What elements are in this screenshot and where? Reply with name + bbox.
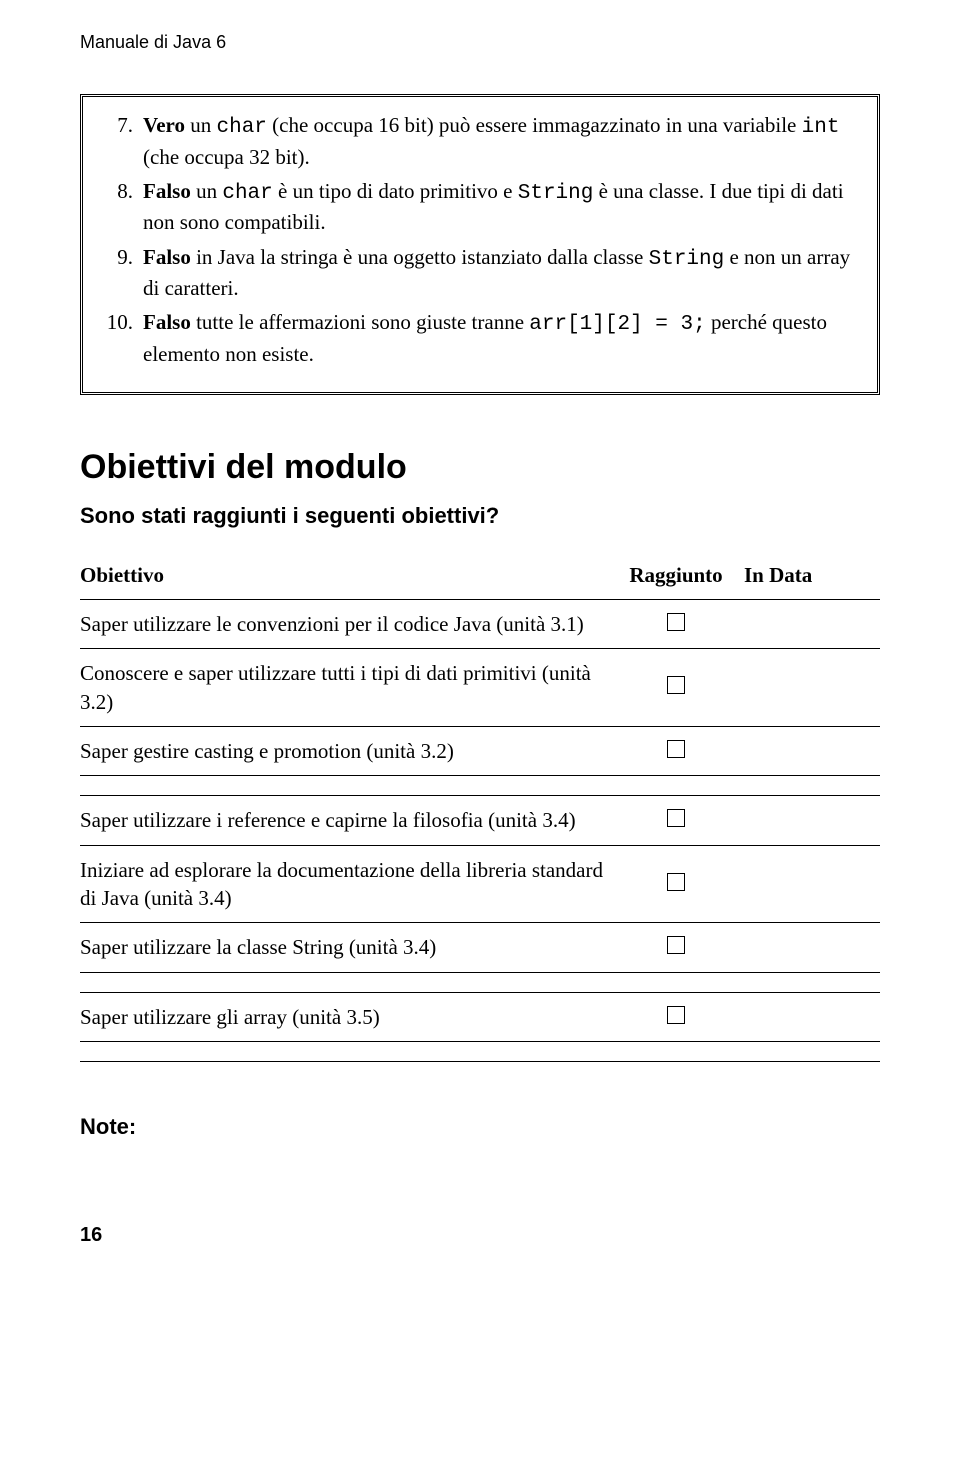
- table-row: Saper utilizzare le convenzioni per il c…: [80, 599, 880, 648]
- answers-box: 7.Vero un char (che occupa 16 bit) può e…: [80, 94, 880, 395]
- in-data-cell: [744, 599, 880, 648]
- in-data-cell: [744, 649, 880, 727]
- objective-cell: Conoscere e saper utilizzare tutti i tip…: [80, 649, 608, 727]
- raggiunto-cell: [608, 649, 744, 727]
- objective-cell: Saper utilizzare gli array (unità 3.5): [80, 992, 608, 1041]
- answer-text: Vero un char (che occupa 16 bit) può ess…: [143, 111, 855, 171]
- answer-item: 9.Falso in Java la stringa è una oggetto…: [105, 243, 855, 303]
- answer-item: 7.Vero un char (che occupa 16 bit) può e…: [105, 111, 855, 171]
- checkbox-icon[interactable]: [667, 1006, 685, 1024]
- table-gap-row: [80, 776, 880, 796]
- in-data-cell: [744, 796, 880, 845]
- answer-text: Falso un char è un tipo di dato primitiv…: [143, 177, 855, 237]
- table-row: Saper gestire casting e promotion (unità…: [80, 727, 880, 776]
- table-row: Conoscere e saper utilizzare tutti i tip…: [80, 649, 880, 727]
- section-title: Obiettivi del modulo: [80, 445, 880, 491]
- raggiunto-cell: [608, 923, 744, 972]
- header-in-data: In Data: [744, 561, 880, 600]
- table-row: Saper utilizzare gli array (unità 3.5): [80, 992, 880, 1041]
- answers-list: 7.Vero un char (che occupa 16 bit) può e…: [105, 111, 855, 368]
- section-subtitle: Sono stati raggiunti i seguenti obiettiv…: [80, 501, 880, 531]
- objective-cell: Saper utilizzare i reference e capirne l…: [80, 796, 608, 845]
- objective-cell: Saper utilizzare le convenzioni per il c…: [80, 599, 608, 648]
- objective-cell: Iniziare ad esplorare la documentazione …: [80, 845, 608, 923]
- objective-cell: Saper gestire casting e promotion (unità…: [80, 727, 608, 776]
- table-row: Saper utilizzare i reference e capirne l…: [80, 796, 880, 845]
- page-number: 16: [80, 1222, 880, 1249]
- raggiunto-cell: [608, 599, 744, 648]
- table-row: Iniziare ad esplorare la documentazione …: [80, 845, 880, 923]
- table-gap-row: [80, 1042, 880, 1062]
- answer-number: 8.: [105, 177, 143, 237]
- in-data-cell: [744, 845, 880, 923]
- checkbox-icon[interactable]: [667, 676, 685, 694]
- objective-cell: Saper utilizzare la classe String (unità…: [80, 923, 608, 972]
- table-header-row: Obiettivo Raggiunto In Data: [80, 561, 880, 600]
- raggiunto-cell: [608, 727, 744, 776]
- answer-text: Falso in Java la stringa è una oggetto i…: [143, 243, 855, 303]
- in-data-cell: [744, 992, 880, 1041]
- answer-number: 9.: [105, 243, 143, 303]
- raggiunto-cell: [608, 992, 744, 1041]
- checkbox-icon[interactable]: [667, 873, 685, 891]
- checkbox-icon[interactable]: [667, 740, 685, 758]
- notes-label: Note:: [80, 1112, 880, 1142]
- checkbox-icon[interactable]: [667, 936, 685, 954]
- answer-number: 10.: [105, 308, 143, 368]
- answer-item: 8.Falso un char è un tipo di dato primit…: [105, 177, 855, 237]
- answer-item: 10.Falso tutte le affermazioni sono gius…: [105, 308, 855, 368]
- table-gap-row: [80, 972, 880, 992]
- answer-text: Falso tutte le affermazioni sono giuste …: [143, 308, 855, 368]
- in-data-cell: [744, 727, 880, 776]
- raggiunto-cell: [608, 796, 744, 845]
- objectives-table: Obiettivo Raggiunto In Data Saper utiliz…: [80, 561, 880, 1062]
- answer-number: 7.: [105, 111, 143, 171]
- header-obiettivo: Obiettivo: [80, 561, 608, 600]
- in-data-cell: [744, 923, 880, 972]
- raggiunto-cell: [608, 845, 744, 923]
- header-raggiunto: Raggiunto: [608, 561, 744, 600]
- checkbox-icon[interactable]: [667, 809, 685, 827]
- running-header: Manuale di Java 6: [80, 30, 880, 54]
- table-row: Saper utilizzare la classe String (unità…: [80, 923, 880, 972]
- checkbox-icon[interactable]: [667, 613, 685, 631]
